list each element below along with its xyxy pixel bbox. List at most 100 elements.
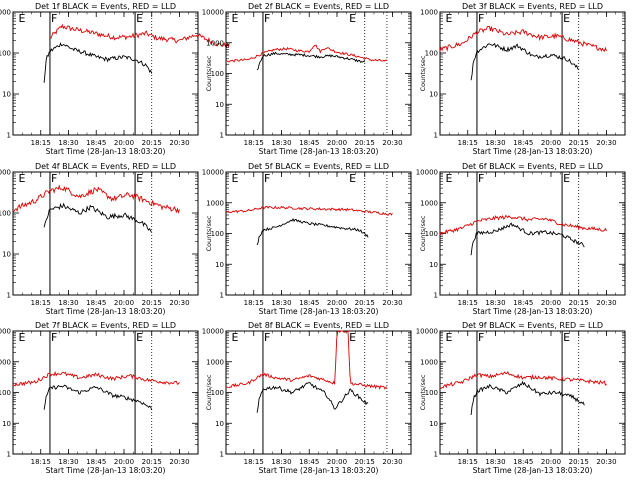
x-axis-label: Start Time (28-Jan-13 18:03:20) [473,307,593,316]
events-series-line [470,222,585,256]
x-tick-label: 20:30 [382,139,402,147]
x-tick-label: 20:15 [355,139,375,147]
chart-title: Det 1f BLACK = Events, RED = LLD [35,2,176,11]
interval-letter: E [563,172,570,185]
y-tick-label: 100 [425,389,438,397]
x-tick-label: 18:45 [299,458,319,466]
x-tick-label: 18:30 [58,139,78,147]
events-series-line [470,42,579,81]
y-tick-label: 1 [7,451,11,459]
interval-letter: F [264,172,270,185]
x-tick-label: 18:15 [244,139,264,147]
x-axis-label: Start Time (28-Jan-13 18:03:20) [259,147,379,156]
y-tick-label: 10 [2,420,11,428]
y-tick-label: 1000 [420,358,438,366]
x-tick-label: 20:15 [142,139,162,147]
interval-letter: F [51,12,57,25]
chart-panel-1: Det 1f BLACK = Events, RED = LLD Counts/s… [0,2,230,156]
interval-letter: F [51,331,57,344]
x-tick-label: 20:30 [596,299,616,307]
x-axis-label: Start Time (28-Jan-13 18:03:20) [259,307,379,316]
y-tick-label: 1000 [206,358,224,366]
x-tick-label: 18:15 [31,458,51,466]
x-tick-label: 18:15 [244,299,264,307]
x-tick-label: 20:30 [169,139,189,147]
x-axis-label: Start Time (28-Jan-13 18:03:20) [46,466,166,475]
x-tick-label: 18:30 [58,299,78,307]
chart-title: Det 2f BLACK = Events, RED = LLD [248,2,389,11]
interval-letter: E [18,172,25,185]
y-tick-label: 10 [215,420,224,428]
events-series-line [43,202,152,232]
interval-letter: E [563,12,570,25]
x-tick-label: 20:00 [541,139,561,147]
x-tick-label: 20:15 [142,299,162,307]
y-tick-label: 10000 [0,328,11,336]
x-tick-label: 18:30 [485,458,505,466]
chart-panel-2: Det 2f BLACK = Events, RED = LLD Counts/s… [202,2,412,156]
y-tick-label: 10 [429,261,438,269]
x-tick-label: 20:30 [169,458,189,466]
y-tick-label: 1 [220,132,224,140]
interval-letter: E [18,331,25,344]
interval-letter: E [231,12,238,25]
y-tick-label: 1000 [0,169,11,177]
x-axis-label: Start Time (28-Jan-13 18:03:20) [473,466,593,475]
events-series-line [256,51,366,71]
y-tick-label: 1000 [420,9,438,17]
plot-frame [439,330,626,455]
events-series-line [43,384,153,411]
x-tick-label: 20:15 [569,139,589,147]
x-tick-label: 18:45 [513,139,533,147]
chart-title: Det 6f BLACK = Events, RED = LLD [462,162,603,171]
y-tick-label: 1000 [206,39,224,47]
x-tick-label: 20:00 [114,458,134,466]
y-tick-label: 10 [429,91,438,99]
x-tick-label: 20:30 [169,299,189,307]
x-tick-label: 20:00 [114,299,134,307]
interval-letter: E [231,331,238,344]
lld-series-line [49,23,230,49]
lld-series-line [439,214,607,236]
chart-panel-4: Det 4f BLACK = Events, RED = LLDCounts/s… [0,162,199,316]
lld-series-line [12,184,180,214]
x-tick-label: 18:30 [485,139,505,147]
y-tick-label: 10 [215,261,224,269]
x-tick-label: 20:15 [569,458,589,466]
y-tick-label: 1000 [0,358,11,366]
y-tick-label: 100 [0,389,11,397]
lld-series-line [225,205,393,216]
y-tick-label: 1000 [420,199,438,207]
interval-letter: F [264,331,270,344]
x-tick-label: 20:00 [327,299,347,307]
y-axis-label: Counts/sec [205,55,213,91]
interval-letter: E [349,331,356,344]
x-tick-label: 18:45 [86,458,106,466]
plot-frame [12,11,199,136]
x-tick-label: 18:45 [86,139,106,147]
lld-series-line [439,25,607,53]
x-tick-label: 20:15 [569,299,589,307]
x-tick-label: 20:30 [596,458,616,466]
chart-panel-5: Det 5f BLACK = Events, RED = LLD Counts/s… [202,162,412,316]
x-tick-label: 18:45 [86,299,106,307]
chart-panel-7: Det 7f BLACK = Events, RED = LLDCounts/s… [0,321,199,475]
x-tick-label: 18:15 [31,139,51,147]
y-tick-label: 1 [220,451,224,459]
lld-series-line [226,44,387,63]
y-axis-label: Counts/sec [419,374,427,410]
chart-title: Det 3f BLACK = Events, RED = LLD [462,2,603,11]
chart-title: Det 7f BLACK = Events, RED = LLD [35,321,176,330]
y-tick-label: 10000 [202,169,224,177]
y-tick-label: 1 [7,292,11,300]
x-tick-label: 20:30 [382,458,402,466]
y-tick-label: 10000 [202,328,224,336]
interval-letter: E [349,12,356,25]
plot-frame [225,11,412,136]
y-tick-label: 100 [211,70,224,78]
plot-frame [225,330,412,455]
lld-series-line [439,370,607,389]
interval-letter: E [445,172,452,185]
y-tick-label: 1000 [0,9,11,17]
chart-title: Det 4f BLACK = Events, RED = LLD [35,162,176,171]
